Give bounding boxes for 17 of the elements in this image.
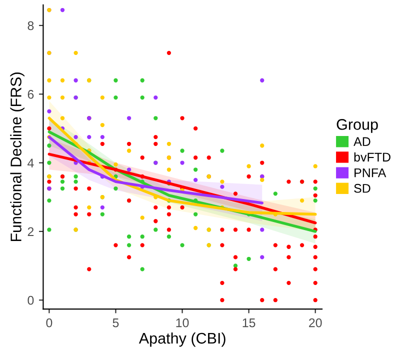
x-tick-label: 0	[46, 318, 52, 328]
x-tick-label: 10	[176, 318, 189, 328]
y-tick-label: 2	[28, 227, 34, 236]
legend-title: Group	[336, 119, 378, 133]
x-axis-title: Apathy (CBI)	[138, 332, 226, 347]
y-tick-label: 4	[28, 158, 34, 168]
x-tick-label: 20	[309, 318, 322, 328]
y-tick-label: 0	[28, 296, 34, 305]
y-tick-label: 8	[28, 21, 34, 30]
legend-label: PNFA	[354, 168, 386, 178]
y-tick-label: 6	[28, 90, 34, 99]
y-axis-title: Functional Decline (FRS)	[10, 72, 24, 242]
legend-label: AD	[354, 137, 370, 146]
legend-label: bvFTD	[354, 152, 390, 162]
x-tick-label: 15	[242, 318, 256, 328]
legend-label: SD	[354, 184, 370, 193]
x-tick-label: 5	[112, 318, 119, 328]
